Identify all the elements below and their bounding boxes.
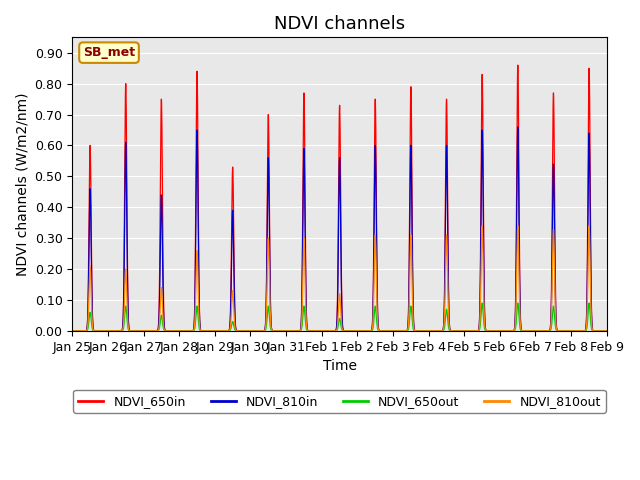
Y-axis label: NDVI channels (W/m2/nm): NDVI channels (W/m2/nm) bbox=[15, 92, 29, 276]
NDVI_650in bbox=[68, 328, 76, 334]
NDVI_650in bbox=[535, 328, 543, 334]
NDVI_810out bbox=[478, 223, 486, 228]
NDVI_810in bbox=[593, 328, 600, 334]
NDVI_650out bbox=[593, 328, 600, 334]
NDVI_650out bbox=[161, 328, 169, 334]
NDVI_650in bbox=[129, 328, 137, 334]
NDVI_810in bbox=[296, 327, 304, 333]
NDVI_810out bbox=[68, 328, 76, 334]
NDVI_810in bbox=[273, 328, 281, 334]
NDVI_810in bbox=[514, 124, 522, 130]
NDVI_650out bbox=[296, 328, 304, 334]
NDVI_810in bbox=[161, 327, 169, 333]
NDVI_650in bbox=[161, 327, 169, 333]
NDVI_810out bbox=[535, 328, 543, 334]
NDVI_810out bbox=[140, 328, 147, 334]
NDVI_810in bbox=[68, 328, 76, 334]
NDVI_650in bbox=[603, 328, 611, 334]
NDVI_810in bbox=[535, 328, 543, 334]
NDVI_650out bbox=[273, 328, 281, 334]
Title: NDVI channels: NDVI channels bbox=[274, 15, 405, 33]
NDVI_650in bbox=[273, 328, 281, 334]
NDVI_810out bbox=[593, 328, 600, 334]
Line: NDVI_810out: NDVI_810out bbox=[72, 226, 607, 331]
Legend: NDVI_650in, NDVI_810in, NDVI_650out, NDVI_810out: NDVI_650in, NDVI_810in, NDVI_650out, NDV… bbox=[73, 390, 606, 413]
NDVI_650in bbox=[514, 62, 522, 68]
NDVI_650out bbox=[129, 328, 137, 334]
Line: NDVI_810in: NDVI_810in bbox=[72, 127, 607, 331]
NDVI_650out bbox=[603, 328, 611, 334]
Text: SB_met: SB_met bbox=[83, 46, 135, 59]
NDVI_650in bbox=[296, 327, 304, 333]
NDVI_810out bbox=[297, 327, 305, 333]
NDVI_810out bbox=[603, 328, 611, 334]
NDVI_810out bbox=[161, 328, 169, 334]
NDVI_810out bbox=[129, 328, 137, 334]
NDVI_810in bbox=[129, 328, 137, 334]
X-axis label: Time: Time bbox=[323, 359, 356, 373]
Line: NDVI_650out: NDVI_650out bbox=[72, 303, 607, 331]
NDVI_650out bbox=[68, 328, 76, 334]
Line: NDVI_650in: NDVI_650in bbox=[72, 65, 607, 331]
NDVI_650out bbox=[535, 328, 543, 334]
NDVI_650in bbox=[593, 328, 600, 334]
NDVI_810in bbox=[603, 328, 611, 334]
NDVI_810out bbox=[273, 328, 281, 334]
NDVI_650out bbox=[478, 300, 486, 306]
